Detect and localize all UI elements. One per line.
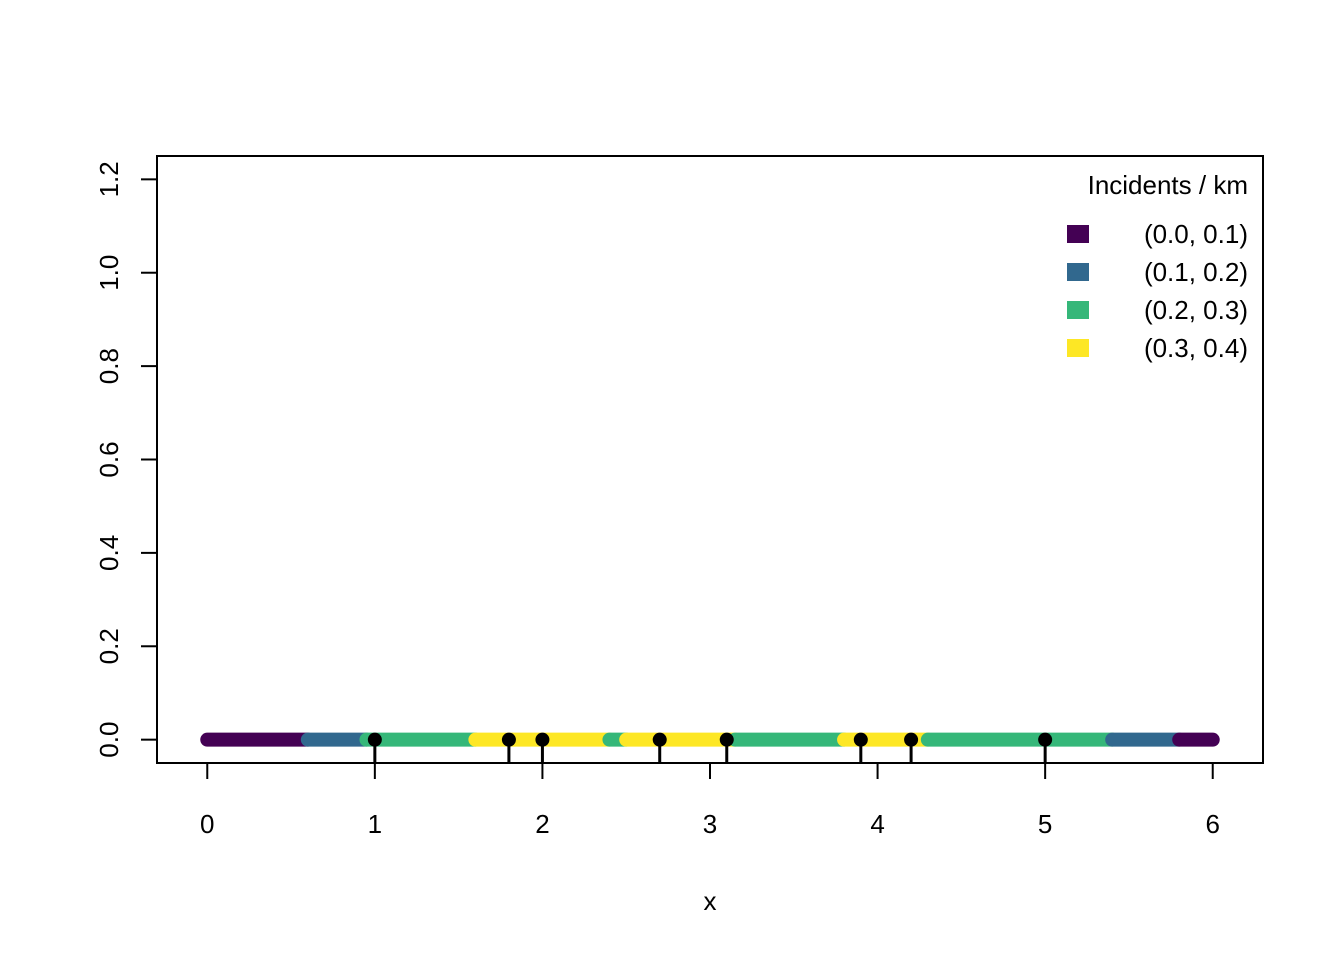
event-point <box>904 732 919 747</box>
y-tick-label: 0.8 <box>94 348 124 384</box>
event-point <box>652 732 667 747</box>
y-tick-label: 1.2 <box>94 161 124 197</box>
y-axis: 0.0 0.2 0.4 0.6 0.8 1.0 1.2 <box>94 161 158 758</box>
event-point <box>719 732 734 747</box>
x-tick-label: 6 <box>1205 809 1219 839</box>
plot-frame <box>156 155 1264 764</box>
x-tick-label: 5 <box>1038 809 1052 839</box>
legend-label: (0.3, 0.4) <box>1144 333 1248 363</box>
x-tick-label: 3 <box>703 809 717 839</box>
x-axis-title: x <box>704 886 717 916</box>
event-markers <box>367 732 1053 763</box>
event-point <box>501 732 516 747</box>
x-tick-label: 0 <box>200 809 214 839</box>
event-point <box>853 732 868 747</box>
y-tick-label: 0.2 <box>94 628 124 664</box>
legend-swatch <box>1067 301 1089 319</box>
x-tick-label: 1 <box>368 809 382 839</box>
legend-title: Incidents / km <box>1088 170 1248 200</box>
x-tick-label: 4 <box>870 809 884 839</box>
event-point <box>367 732 382 747</box>
legend: Incidents / km (0.0, 0.1) (0.1, 0.2) (0.2,… <box>1067 170 1248 363</box>
y-tick-label: 1.0 <box>94 255 124 291</box>
legend-swatch <box>1067 225 1089 243</box>
legend-label: (0.2, 0.3) <box>1144 295 1248 325</box>
y-tick-label: 0.6 <box>94 441 124 477</box>
legend-label: (0.0, 0.1) <box>1144 219 1248 249</box>
y-tick-label: 0.0 <box>94 722 124 758</box>
x-tick-label: 2 <box>535 809 549 839</box>
legend-label: (0.1, 0.2) <box>1144 257 1248 287</box>
legend-swatch <box>1067 263 1089 281</box>
y-tick-label: 0.4 <box>94 535 124 571</box>
x-axis: 0 1 2 3 4 5 6 <box>200 762 1220 839</box>
legend-swatch <box>1067 339 1089 357</box>
event-point <box>1038 732 1053 747</box>
event-point <box>535 732 550 747</box>
